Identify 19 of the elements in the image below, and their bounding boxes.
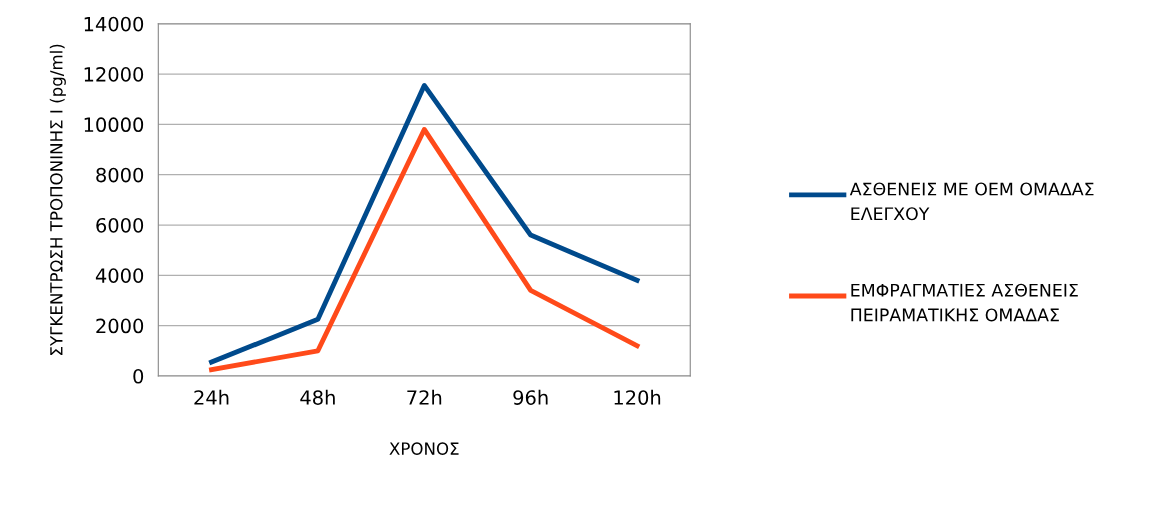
line-series: [209, 127, 640, 373]
y-tick-label: 6000: [96, 217, 144, 233]
x-tick-label: 120h: [614, 389, 661, 405]
y-tick-label: 8000: [96, 167, 144, 183]
y-tick-label: 10000: [84, 117, 144, 133]
y-tick-label: 0: [133, 368, 144, 384]
y-tick-label: 4000: [95, 268, 144, 283]
x-axis-title: ΧΡΟΝΟΣ: [389, 442, 459, 455]
x-tick-label: 48h: [300, 389, 335, 405]
legend-label: ΕΜΦΡΑΓΜΑΤΙΕΣ ΑΣΘΕΝΕΙΣ ΠΕΙΡΑΜΑΤΙΚΗΣ ΟΜΑΔΑΣ: [851, 283, 1078, 322]
legend-label: ΑΣΘΕΝΕΙΣ ΜΕ ΟΕΜ ΟΜΑΔΑΣ ΕΛΕΓΧΟΥ: [849, 182, 1094, 221]
y-tick-label: 14000: [84, 16, 144, 32]
line-series: [209, 82, 640, 365]
x-tick-label: 24h: [194, 389, 229, 405]
y-tick-label: 2000: [96, 318, 144, 334]
y-tick-label: 12000: [84, 67, 144, 82]
y-axis-title: ΣΥΓΚΕΝΤΡΩΣΗ ΤΡΟΠΟΝΙΝΗΣ Ι (pg/ml): [49, 44, 66, 355]
x-tick-label: 96h: [513, 389, 548, 405]
x-tick-label: 72h: [407, 389, 442, 405]
